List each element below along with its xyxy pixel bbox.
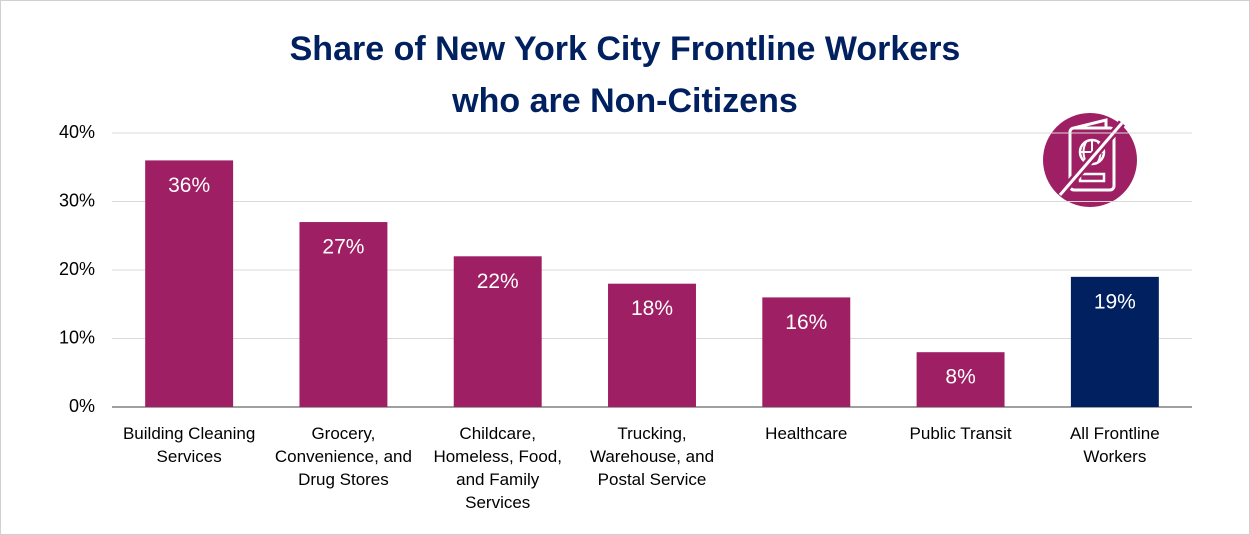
- bar: [762, 297, 851, 407]
- data-label: 27%: [322, 236, 364, 259]
- data-label: 18%: [631, 297, 673, 320]
- y-tick-label: 40%: [59, 122, 95, 142]
- bar: [916, 352, 1005, 407]
- chart-title: who are Non-Citizens: [452, 82, 798, 120]
- data-label: 22%: [477, 270, 519, 293]
- data-label: 36%: [168, 174, 210, 197]
- y-tick-label: 30%: [59, 190, 95, 210]
- y-tick-label: 0%: [69, 396, 95, 416]
- bar: [453, 256, 542, 407]
- bar: [145, 160, 234, 407]
- bar: [1070, 276, 1159, 407]
- x-tick-label: Trucking, Warehouse, and Postal Service: [589, 424, 715, 489]
- x-tick-label: Grocery, Convenience, and Drug Stores: [274, 424, 412, 489]
- x-tick-label: Building Cleaning Services: [122, 424, 256, 466]
- x-tick-label: Healthcare: [765, 424, 848, 443]
- data-label: 19%: [1094, 290, 1136, 313]
- bar: [299, 222, 388, 407]
- data-label: 8%: [945, 366, 975, 389]
- x-tick-label: Childcare, Homeless, Food, and Family Se…: [433, 424, 562, 512]
- x-tick-label: Public Transit: [909, 424, 1012, 443]
- x-tick-label: All Frontline Workers: [1069, 424, 1160, 466]
- bar: [608, 283, 696, 407]
- y-tick-label: 20%: [59, 259, 95, 279]
- passport-icon: [1043, 113, 1137, 207]
- chart-title: Share of New York City Frontline Workers: [289, 30, 961, 68]
- y-tick-label: 10%: [59, 327, 95, 347]
- data-label: 16%: [785, 311, 827, 334]
